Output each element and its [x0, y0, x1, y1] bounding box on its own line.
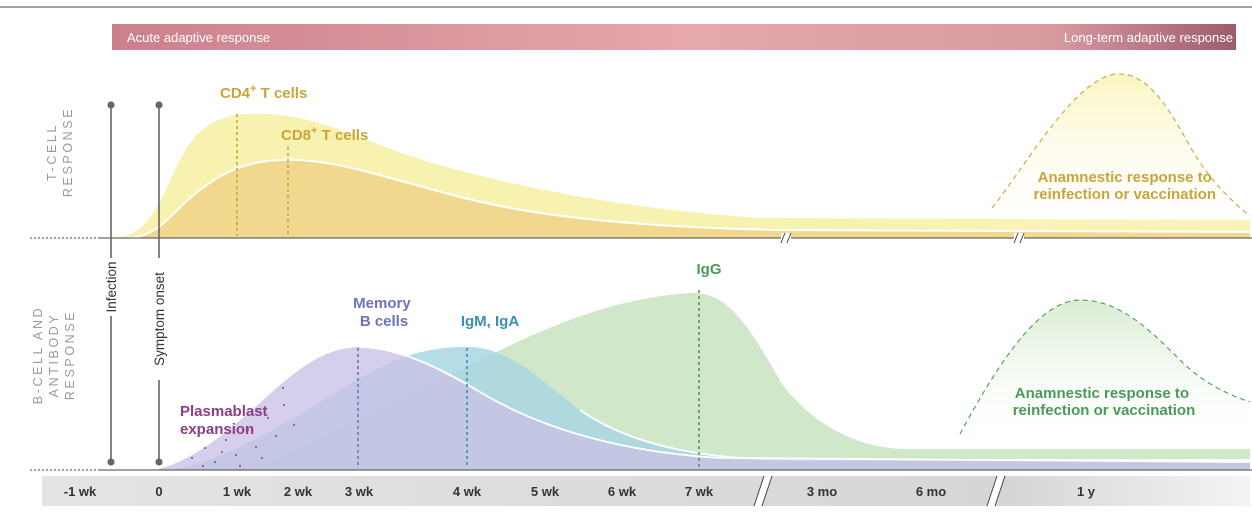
tick-4-wk: 4 wk: [453, 484, 482, 499]
anamnestic-tcell-curve: [991, 73, 1251, 217]
symptom-onset-label: Symptom onset: [152, 272, 167, 366]
memory-bcell-outline: [359, 346, 1251, 463]
tick-minus-1-wk: -1 wk: [64, 484, 97, 499]
bcell-row-label-line2: ANTIBODY: [47, 313, 61, 398]
bcell-row-label-line1: B-CELL AND: [31, 306, 45, 404]
time-axis-break-2: [986, 475, 1006, 507]
banner-gap: [28, 24, 112, 50]
tick-6-wk: 6 wk: [608, 484, 637, 499]
anamnestic-tcell-area: [990, 73, 1250, 238]
tcell-panel: CD4+ T cells CD8+ T cells Anamnestic res…: [30, 73, 1252, 244]
tcell-row-label: T-CELL RESPONSE: [45, 107, 75, 197]
anamnestic-bcell-curve: [959, 299, 1251, 435]
tcell-axis-break-1: [780, 232, 792, 244]
memory-bcell-label: Memory B cells: [353, 295, 415, 330]
anamnestic-bcell-label: Anamnestic response to reinfection or va…: [1013, 385, 1196, 419]
cd8-tcell-outline: [124, 158, 1251, 239]
anamnestic-bcell-area: [960, 300, 1250, 448]
tick-6-mo: 6 mo: [916, 484, 946, 499]
plasmablast-label: Plasmablast expansion: [180, 403, 272, 438]
memory-bcell-area: [155, 347, 1250, 470]
tick-7-wk: 7 wk: [685, 484, 714, 499]
bcell-row-label: B-CELL AND ANTIBODY RESPONSE: [31, 306, 77, 404]
tick-0: 0: [155, 484, 162, 499]
infection-marker: Infection: [104, 101, 119, 466]
time-axis-break-1: [753, 475, 773, 507]
symptom-onset-marker: Symptom onset: [152, 101, 167, 466]
cd4-label: CD4+ T cells: [220, 83, 307, 102]
igg-outline: [779, 379, 1250, 449]
tick-5-wk: 5 wk: [531, 484, 560, 499]
time-axis-band: [42, 476, 1250, 506]
cd8-label: CD8+ T cells: [281, 125, 368, 144]
bcell-panel: Memory B cells IgM, IgA IgG Plasmablast …: [30, 261, 1252, 471]
anamnestic-tcell-label: Anamnestic response to reinfection or va…: [1033, 169, 1216, 203]
time-axis: -1 wk 0 1 wk 2 wk 3 wk 4 wk 5 wk 6 wk 7 …: [42, 475, 1250, 507]
tcell-row-label-line2: RESPONSE: [61, 107, 75, 197]
tick-3-wk: 3 wk: [345, 484, 374, 499]
bcell-row-label-line3: RESPONSE: [63, 310, 77, 400]
tick-1-wk: 1 wk: [223, 484, 252, 499]
cd8-tcell-area: [125, 159, 1250, 238]
tick-3-mo: 3 mo: [807, 484, 837, 499]
infection-label: Infection: [104, 261, 119, 312]
tcell-axis-break-2: [1013, 232, 1025, 244]
tcell-row-label-line1: T-CELL: [45, 123, 59, 181]
tick-1-y: 1 y: [1077, 484, 1096, 499]
igg-label: IgG: [697, 261, 722, 278]
acute-response-label: Acute adaptive response: [127, 30, 270, 45]
igm-iga-label: IgM, IgA: [461, 313, 519, 330]
plasmablast-dots: [191, 387, 295, 467]
header-banner: [28, 24, 1236, 50]
tick-2-wk: 2 wk: [284, 484, 313, 499]
longterm-response-label: Long-term adaptive response: [1064, 30, 1233, 45]
